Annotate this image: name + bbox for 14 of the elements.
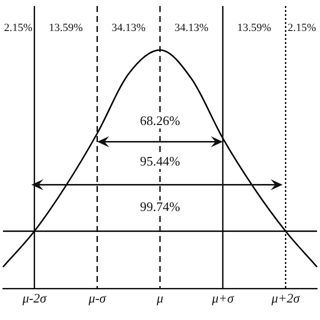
text: 34.13%	[174, 22, 208, 34]
x-tick-label: μ-2σ	[22, 290, 47, 306]
annotation: 99.74%	[140, 198, 180, 214]
text: 2.15%	[288, 22, 316, 34]
text: 2.15%	[4, 22, 32, 34]
text: 34.13%	[112, 22, 146, 34]
x-tick-label: μ-σ	[88, 290, 106, 306]
annotation: 68.26%	[140, 112, 180, 128]
x-tick-label: μ+2σ	[270, 290, 300, 306]
text: 13.59%	[237, 22, 272, 34]
text: 13.59%	[48, 22, 83, 34]
x-tick-label: μ+σ	[210, 290, 234, 306]
annotation: 95.44%	[140, 153, 180, 168]
x-tick-label: μ	[156, 290, 164, 306]
